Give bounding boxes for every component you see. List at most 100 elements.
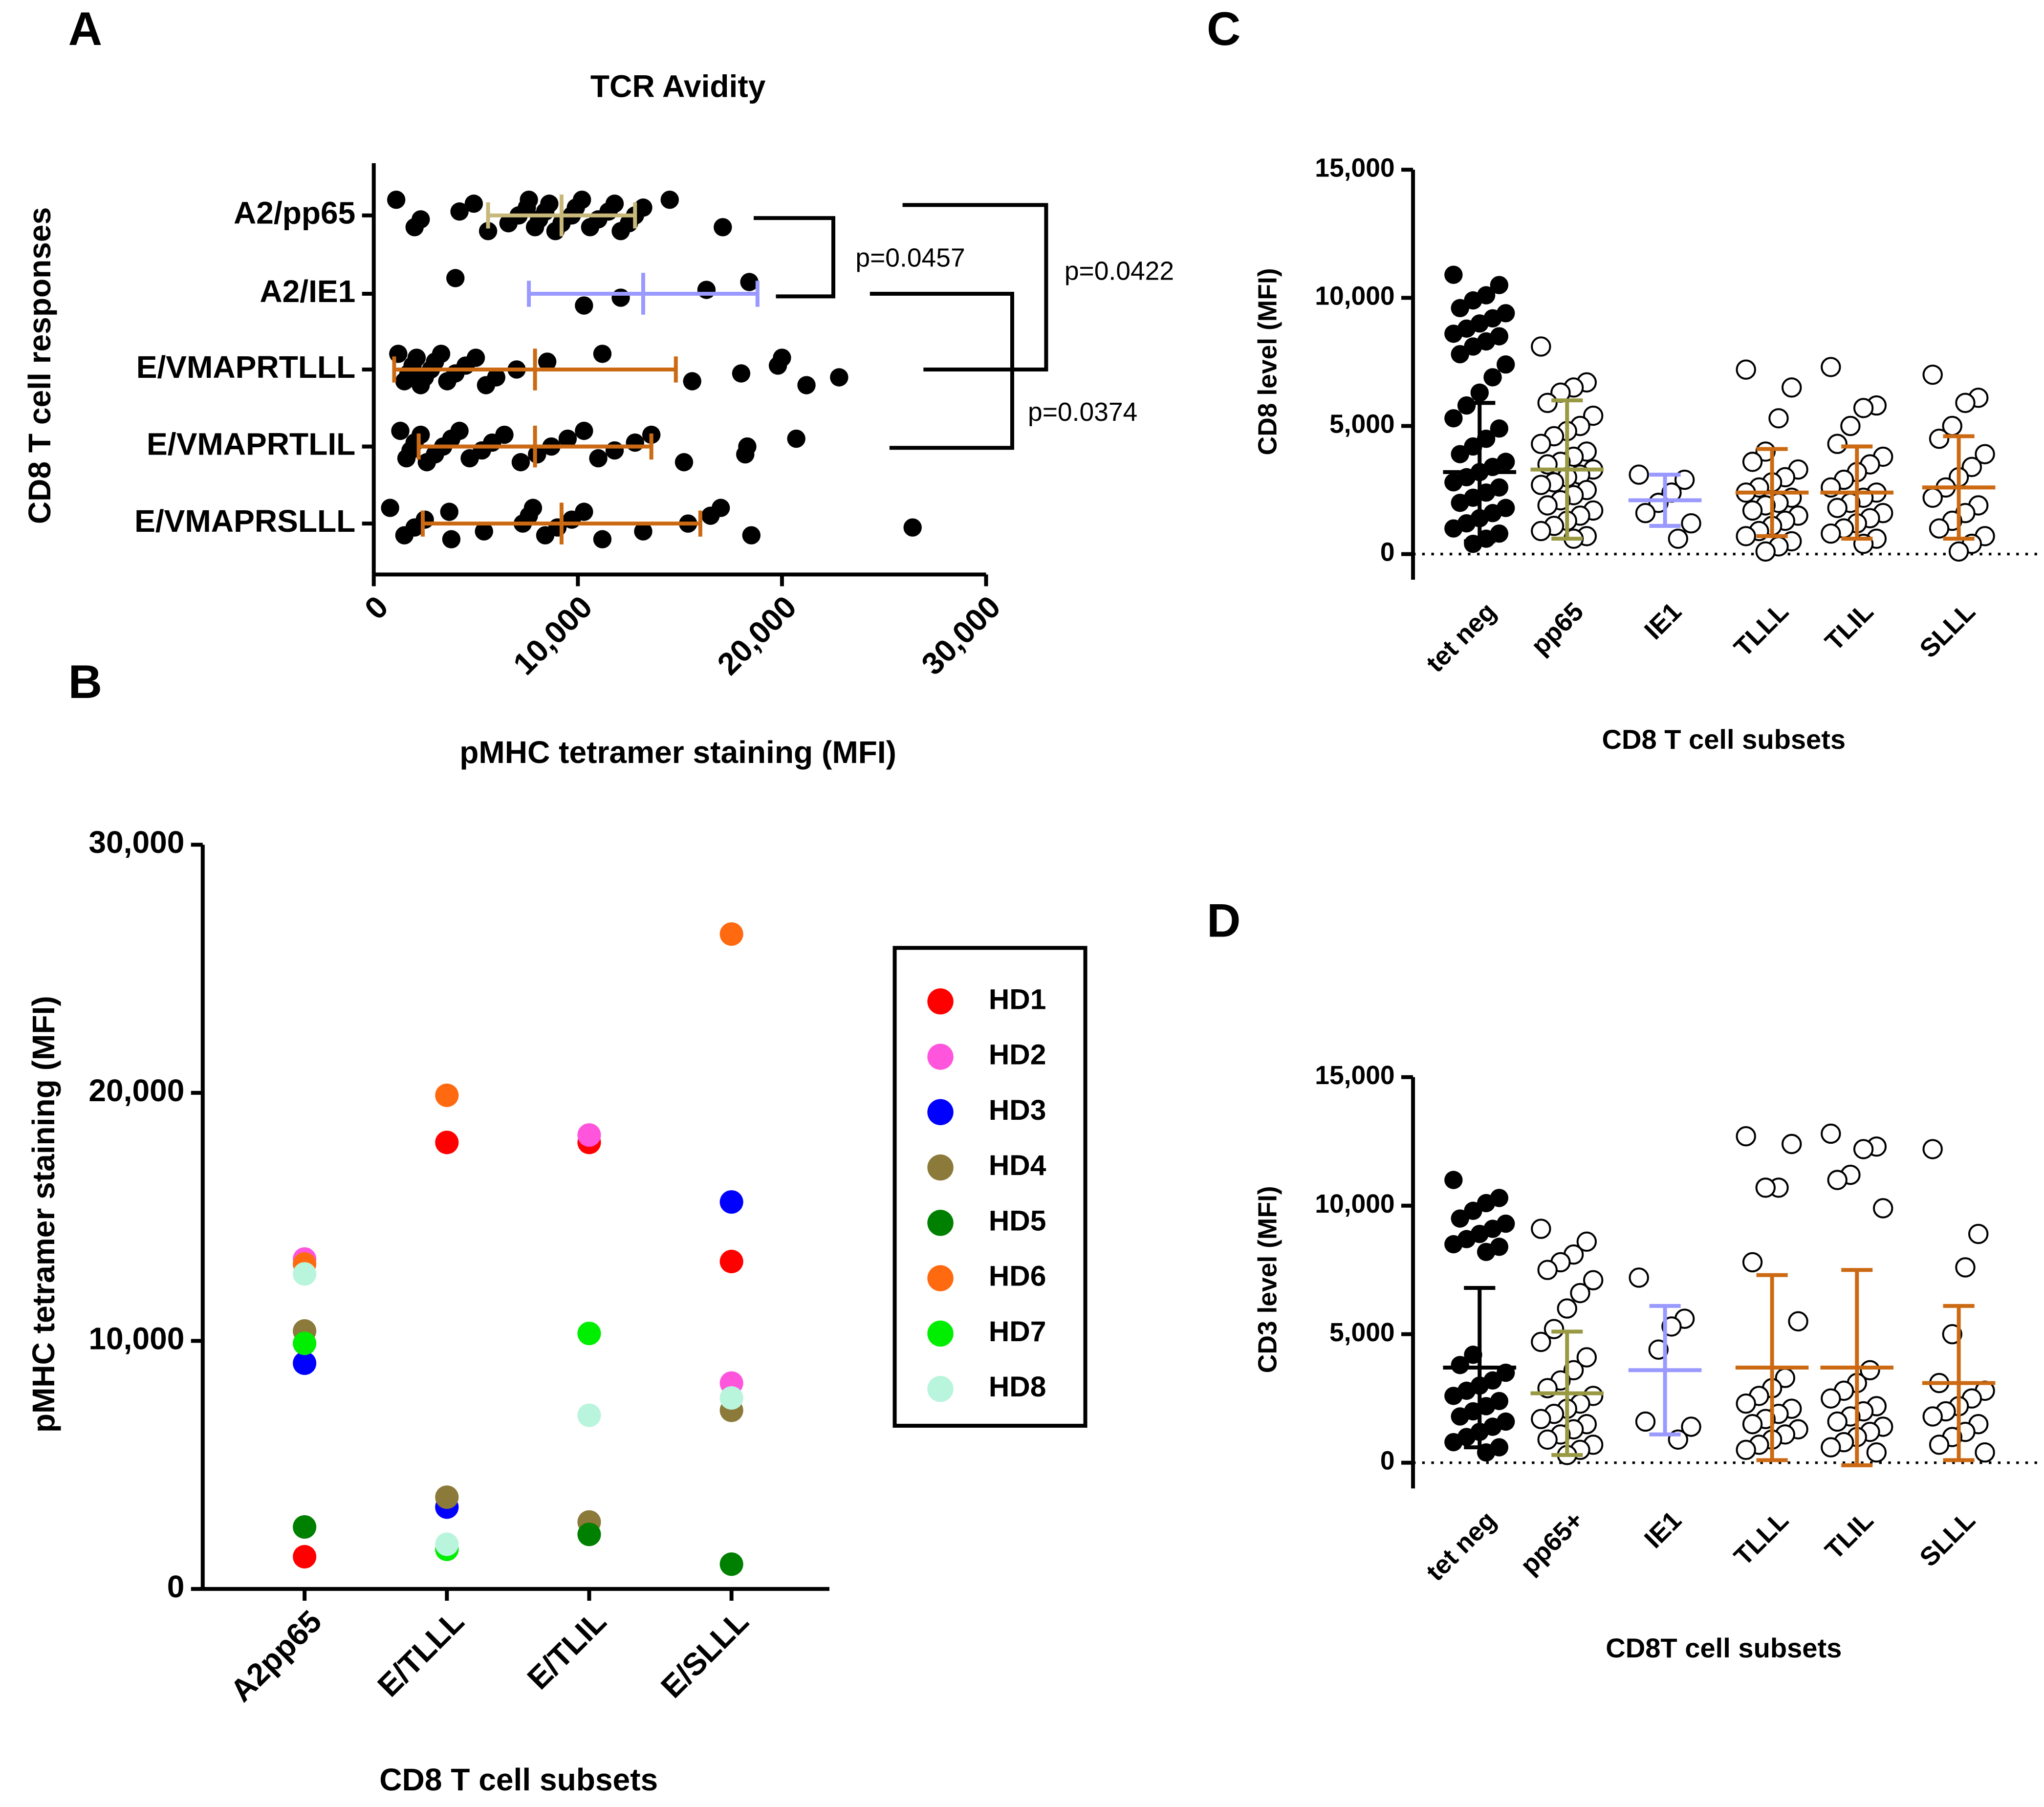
- dot: [478, 222, 498, 240]
- dot: [487, 368, 505, 387]
- dot: [738, 437, 757, 456]
- dot: [1827, 498, 1848, 518]
- dot: [1531, 475, 1551, 495]
- dot: [407, 348, 426, 367]
- legend-label: HD8: [989, 1371, 1046, 1403]
- dot: [1470, 383, 1489, 402]
- dot: [577, 1123, 601, 1147]
- dot: [1444, 1433, 1463, 1452]
- dot: [435, 1485, 459, 1509]
- panel-letter: D: [1207, 895, 1240, 947]
- dot: [1457, 396, 1476, 415]
- dot: [1629, 1267, 1649, 1288]
- y-tick-label: E/VMAPRTLLL: [136, 349, 356, 385]
- y-tick-label: E/VMAPRTLIL: [147, 427, 355, 462]
- y-tick-label: 15,000: [1315, 1061, 1394, 1090]
- dot: [719, 922, 743, 946]
- dot: [1531, 336, 1551, 357]
- dot: [711, 499, 730, 517]
- dot: [830, 368, 848, 387]
- x-tick-label: 20,000: [711, 589, 804, 682]
- dot: [1496, 355, 1515, 374]
- dot: [674, 453, 694, 472]
- dot: [719, 1386, 743, 1410]
- dot: [1451, 445, 1469, 463]
- dot: [446, 269, 465, 287]
- dot: [572, 191, 591, 209]
- dot: [593, 530, 612, 548]
- dot: [1955, 1257, 1976, 1278]
- dot: [1451, 1356, 1469, 1374]
- dot: [1755, 541, 1776, 562]
- dot: [1781, 1133, 1802, 1154]
- dot: [697, 281, 716, 299]
- dot: [1742, 500, 1763, 521]
- y-axis-label: CD3 level (MFI): [1253, 1186, 1282, 1373]
- dot: [1827, 434, 1848, 454]
- x-axis-label: pMHC tetramer staining (MFI): [459, 735, 896, 770]
- dot: [1490, 276, 1509, 294]
- significance-brackets: [754, 203, 1048, 450]
- dot: [1531, 1219, 1551, 1239]
- y-tick-label: 10,000: [88, 1321, 184, 1356]
- dot: [683, 372, 701, 391]
- dot: [1827, 1170, 1848, 1190]
- dot: [1955, 392, 1976, 414]
- dot: [773, 348, 791, 367]
- y-tick-label: 0: [1380, 538, 1395, 567]
- dot: [293, 1351, 317, 1375]
- dot: [1922, 1406, 1943, 1427]
- dot: [1451, 345, 1469, 364]
- dot: [732, 364, 751, 383]
- x-axis-label: CD8 T cell subsets: [379, 1762, 658, 1797]
- dot: [1681, 513, 1701, 534]
- dot: [1968, 1223, 1989, 1244]
- dot: [389, 345, 408, 363]
- dot: [577, 1322, 601, 1346]
- y-tick-label: 30,000: [88, 825, 184, 860]
- dot: [575, 421, 593, 440]
- x-tick-label: A2pp65: [223, 1604, 328, 1709]
- dot: [1583, 405, 1604, 426]
- dot: [605, 195, 624, 213]
- dot: [1742, 1252, 1763, 1273]
- dot: [435, 1532, 459, 1556]
- dot: [1531, 434, 1551, 454]
- dot: [540, 195, 559, 213]
- dot: [1635, 503, 1656, 523]
- dot: [1922, 364, 1943, 385]
- dot: [1635, 1411, 1656, 1432]
- dot: [293, 1331, 317, 1355]
- dot: [381, 499, 399, 517]
- x-axis-label: CD8 T cell subsets: [1602, 724, 1846, 755]
- dot: [440, 502, 458, 521]
- dot: [293, 1262, 317, 1286]
- bracket: [754, 216, 836, 299]
- y-tick-label: 0: [1380, 1447, 1395, 1476]
- x-tick-label: 0: [358, 589, 395, 626]
- dot: [660, 191, 679, 209]
- dot: [1821, 523, 1841, 544]
- x-tick-label: TLIL: [1820, 597, 1879, 656]
- x-tick-label: tet neg: [1421, 1506, 1502, 1587]
- y-axis-label: pMHC tetramer staining (MFI): [26, 996, 61, 1433]
- legend-marker: [927, 988, 954, 1015]
- y-tick-label: 20,000: [88, 1073, 184, 1108]
- dot: [1451, 1407, 1469, 1426]
- dot: [1821, 1123, 1841, 1144]
- dot: [1451, 1209, 1469, 1228]
- dot: [1537, 495, 1558, 516]
- x-tick-label: TLLL: [1729, 597, 1794, 663]
- legend-label: HD5: [989, 1205, 1046, 1237]
- legend-label: HD2: [989, 1039, 1046, 1071]
- y-axis-label: CD8 level (MFI): [1253, 268, 1282, 456]
- dot: [575, 296, 593, 315]
- x-tick-label: pp65: [1526, 597, 1589, 661]
- dot: [1821, 1388, 1841, 1409]
- dot: [1451, 299, 1469, 318]
- bracket: [902, 203, 1048, 371]
- dot: [634, 522, 652, 541]
- y-tick-label: A2/IE1: [260, 274, 355, 309]
- dot: [1444, 409, 1463, 428]
- dot: [1444, 519, 1463, 538]
